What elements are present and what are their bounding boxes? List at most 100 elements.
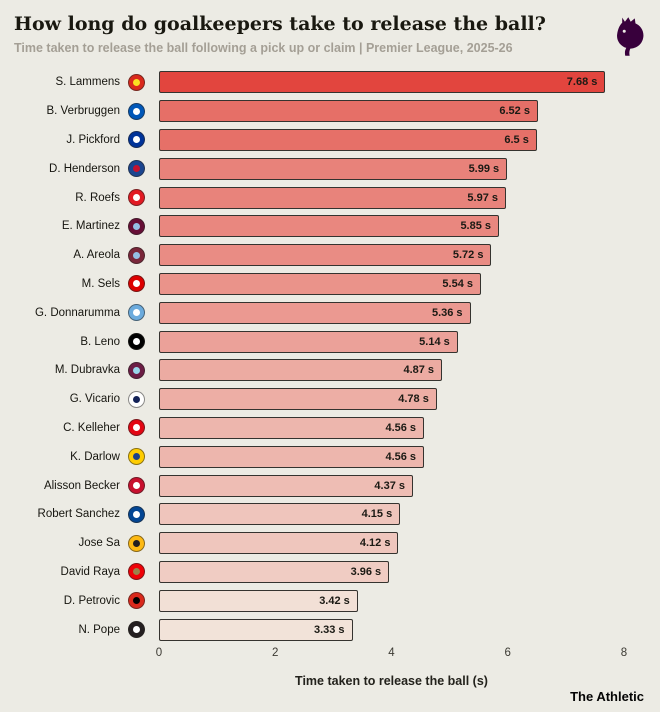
bar: 3.42 s	[159, 589, 358, 612]
west-ham-crest-icon	[128, 246, 145, 264]
bar-track: 5.36 s	[159, 301, 624, 324]
bar-track: 5.54 s	[159, 272, 624, 295]
chart-row: C. Kelleher 4.56 s	[0, 414, 660, 443]
player-label: G. Vicario	[69, 393, 120, 406]
chart-row: J. Pickford 6.5 s	[0, 126, 660, 155]
x-tick-label: 8	[620, 646, 628, 659]
bar-track: 4.12 s	[159, 532, 624, 555]
chart-row: R. Roefs 5.97 s	[0, 183, 660, 212]
chart-row: A. Areola 5.72 s	[0, 241, 660, 270]
player-label: D. Henderson	[49, 162, 120, 175]
x-axis-label: Time taken to release the ball (s)	[295, 673, 488, 688]
chart-row: Robert Sanchez 4.15 s	[0, 500, 660, 529]
player-label: B. Leno	[80, 335, 120, 348]
player-label: A. Areola	[73, 249, 120, 262]
brighton-crest-icon	[128, 102, 145, 120]
bar: 4.87 s	[159, 359, 443, 382]
value-label: 5.36 s	[431, 306, 463, 319]
crystal-palace-crest-icon	[128, 160, 145, 178]
bar: 5.14 s	[159, 330, 458, 353]
bar-track: 4.78 s	[159, 388, 624, 411]
player-label: Jose Sa	[78, 537, 120, 550]
bar-track: 3.42 s	[159, 589, 624, 612]
player-label: E. Martinez	[61, 220, 120, 233]
manchester-city-crest-icon	[128, 304, 145, 322]
value-label: 7.68 s	[566, 76, 598, 89]
value-label: 5.85 s	[460, 220, 492, 233]
bournemouth-crest-icon	[128, 592, 145, 610]
bar-track: 3.96 s	[159, 560, 624, 583]
chart-row: Jose Sa 4.12 s	[0, 529, 660, 558]
value-label: 3.42 s	[319, 594, 350, 607]
bar: 7.68 s	[159, 71, 606, 94]
x-axis-row: 0 2 4 6 8	[0, 644, 660, 663]
bar: 5.97 s	[159, 186, 506, 209]
chart-header: How long do goalkeepers take to release …	[0, 13, 660, 58]
player-label: N. Pope	[78, 623, 120, 636]
bar: 4.56 s	[159, 445, 425, 468]
x-tick-label: 0	[155, 646, 163, 659]
chart-row: D. Petrovic 3.42 s	[0, 586, 660, 615]
bar: 5.72 s	[159, 244, 492, 267]
liverpool-crest-icon	[128, 477, 145, 495]
chart-row: E. Martinez 5.85 s	[0, 212, 660, 241]
value-label: 5.54 s	[442, 277, 473, 290]
chart-row: G. Donnarumma 5.36 s	[0, 298, 660, 327]
value-label: 5.72 s	[452, 249, 484, 262]
value-label: 3.33 s	[313, 623, 345, 636]
bar: 3.33 s	[159, 618, 353, 641]
chart-row: N. Pope 3.33 s	[0, 615, 660, 644]
player-label: J. Pickford	[66, 133, 120, 146]
fulham-crest-icon	[128, 333, 145, 351]
bar-track: 5.72 s	[159, 244, 624, 267]
value-label: 6.52 s	[499, 105, 530, 118]
x-axis-label-row: Time taken to release the ball (s)	[0, 663, 660, 690]
chart-row: S. Lammens 7.68 s	[0, 68, 660, 97]
player-label: R. Roefs	[75, 191, 120, 204]
chart-row: B. Verbruggen 6.52 s	[0, 97, 660, 126]
value-label: 4.37 s	[374, 479, 405, 492]
everton-crest-icon	[128, 131, 145, 149]
bar-track: 5.85 s	[159, 215, 624, 238]
x-tick-label: 6	[504, 646, 511, 659]
brentford-crest-icon	[128, 419, 145, 437]
chart-row: G. Vicario 4.78 s	[0, 385, 660, 414]
bar: 5.54 s	[159, 272, 481, 295]
chart-row: B. Leno 5.14 s	[0, 327, 660, 356]
bar: 4.12 s	[159, 532, 399, 555]
player-label: K. Darlow	[70, 450, 120, 463]
value-label: 4.78 s	[398, 393, 429, 406]
leeds-united-crest-icon	[128, 448, 145, 466]
x-axis-label-wrap: Time taken to release the ball (s)	[159, 672, 624, 690]
bar-track: 4.15 s	[159, 503, 624, 526]
value-label: 3.96 s	[350, 565, 382, 578]
arsenal-crest-icon	[128, 563, 145, 581]
bar: 4.78 s	[159, 388, 437, 411]
bar-track: 4.56 s	[159, 416, 624, 439]
bar: 6.5 s	[159, 128, 537, 151]
aston-villa-crest-icon	[128, 217, 145, 235]
bar-track: 5.97 s	[159, 186, 624, 209]
value-label: 6.5 s	[504, 133, 529, 146]
axis-spacer	[14, 672, 159, 690]
sunderland-crest-icon	[128, 189, 145, 207]
value-label: 4.15 s	[361, 508, 393, 521]
player-label: Alisson Becker	[43, 479, 120, 492]
bar-track: 4.56 s	[159, 445, 624, 468]
chart-row: Alisson Becker 4.37 s	[0, 471, 660, 500]
bar: 4.37 s	[159, 474, 413, 497]
chart-row: David Raya 3.96 s	[0, 558, 660, 587]
player-label: G. Donnarumma	[34, 306, 120, 319]
chelsea-crest-icon	[128, 505, 145, 523]
bar-track: 4.87 s	[159, 359, 624, 382]
premier-league-lion-logo-icon	[612, 14, 646, 58]
bar-track: 4.37 s	[159, 474, 624, 497]
bar: 4.56 s	[159, 416, 425, 439]
value-label: 4.56 s	[385, 421, 417, 434]
player-label: M. Dubravka	[54, 364, 120, 377]
value-label: 5.99 s	[468, 162, 500, 175]
manchester-united-crest-icon	[128, 73, 145, 91]
value-label: 5.97 s	[467, 191, 498, 204]
player-label: B. Verbruggen	[46, 105, 120, 118]
